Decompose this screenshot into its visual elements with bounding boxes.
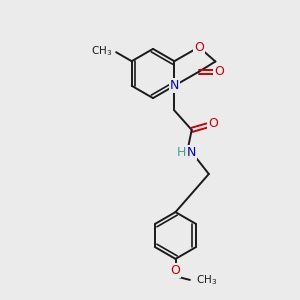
Text: N: N	[169, 79, 179, 92]
Text: CH$_3$: CH$_3$	[91, 44, 112, 58]
Text: O: O	[208, 117, 218, 130]
Text: N: N	[187, 146, 196, 159]
Text: O: O	[214, 65, 224, 78]
Text: H: H	[177, 146, 187, 159]
Text: O: O	[194, 40, 204, 54]
Text: CH$_3$: CH$_3$	[196, 273, 218, 287]
Text: O: O	[171, 264, 180, 278]
